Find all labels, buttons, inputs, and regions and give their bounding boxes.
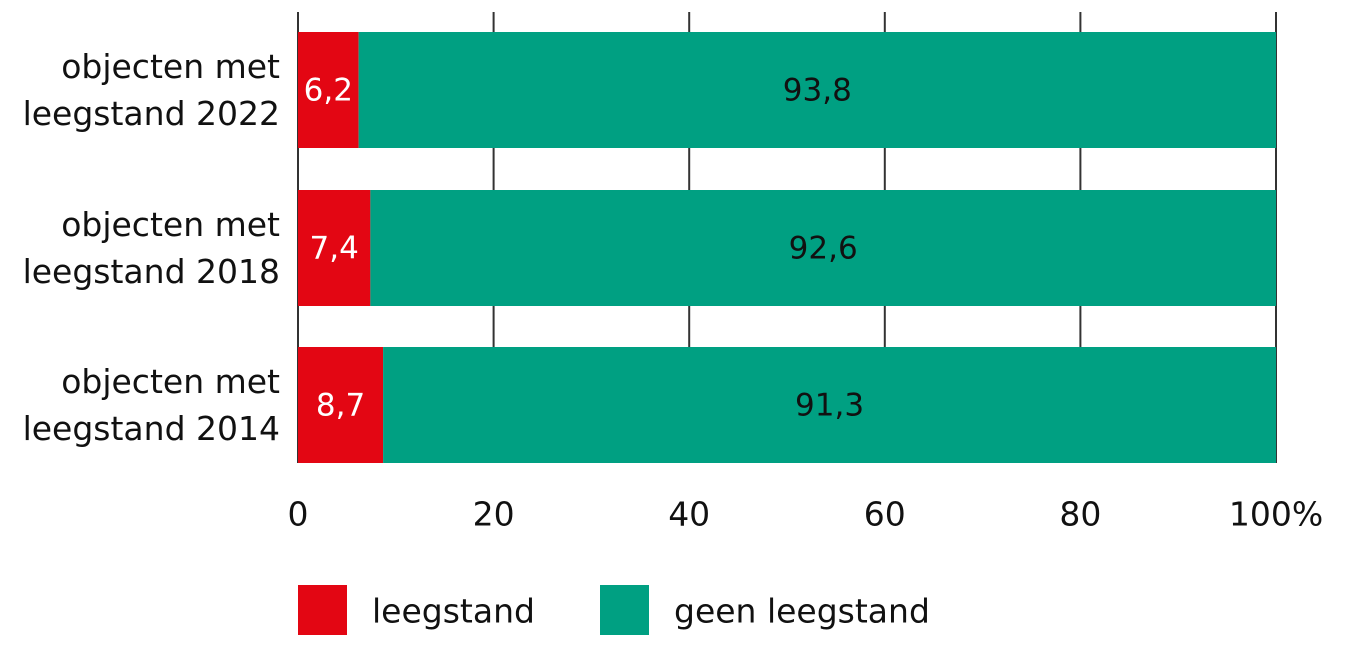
x-tick-label: 100% (1229, 495, 1323, 534)
bar-segment (298, 32, 359, 148)
value-label: 7,4 (310, 231, 359, 267)
x-tick-label: 20 (473, 495, 515, 534)
bar-segment (298, 347, 384, 463)
legend-label: leegstand (372, 592, 535, 631)
value-label: 8,7 (316, 388, 365, 424)
bar-segment (383, 347, 1276, 463)
legend-swatch (298, 585, 347, 635)
category-label: objecten met leegstand 2018 (22, 205, 280, 291)
bar-segment (370, 190, 1276, 306)
x-tick-label: 40 (668, 495, 710, 534)
legend-swatch (600, 585, 649, 635)
value-label: 6,2 (304, 73, 353, 109)
category-label: objecten met leegstand 2022 (22, 47, 280, 133)
bar-segment (298, 190, 371, 306)
bar-segment (358, 32, 1276, 148)
x-tick-label: 60 (864, 495, 906, 534)
value-label: 91,3 (795, 388, 864, 424)
category-label: objecten met leegstand 2014 (22, 362, 280, 448)
x-tick-label: 0 (288, 495, 309, 534)
x-tick-label: 80 (1059, 495, 1101, 534)
value-label: 93,8 (783, 73, 852, 109)
value-label: 92,6 (789, 231, 858, 267)
legend-label: geen leegstand (674, 592, 930, 631)
